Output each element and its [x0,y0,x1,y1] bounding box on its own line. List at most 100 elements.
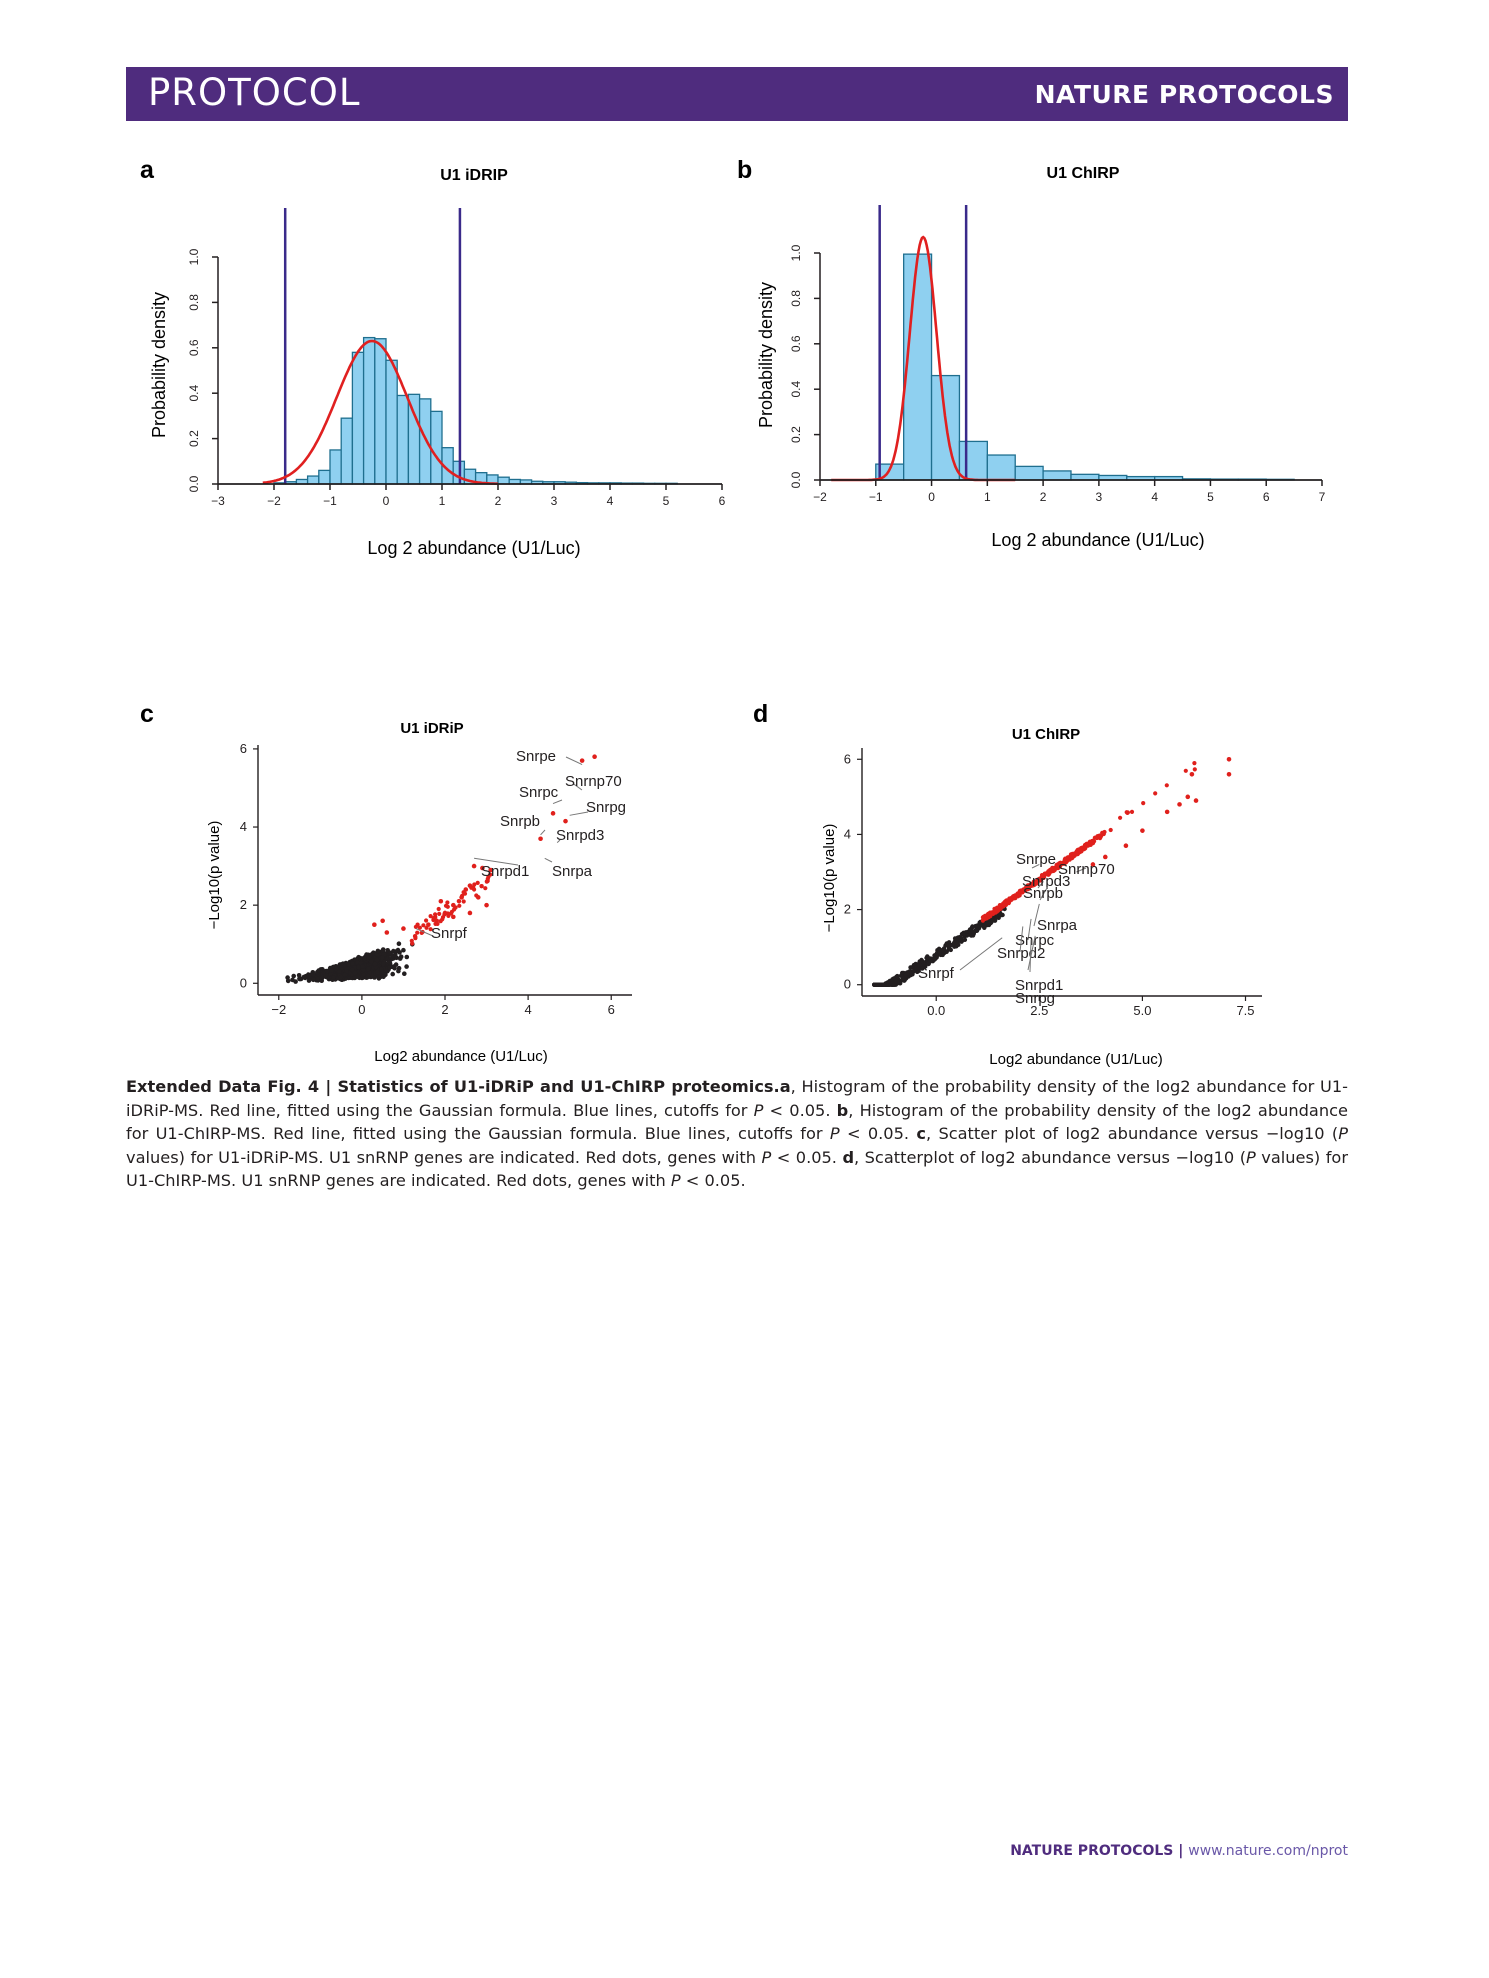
significant-point [417,925,422,930]
significant-point [1141,801,1146,806]
data-point [338,974,344,980]
label-leader-line [544,857,553,863]
data-point [920,958,925,964]
significant-point [459,895,464,900]
significant-point [1061,861,1067,866]
data-point [393,952,398,957]
histogram-bar [340,417,354,485]
data-point [366,955,372,960]
panel-letter-c: c [140,700,154,728]
data-point [381,961,386,967]
data-point [954,940,959,945]
data-point [329,968,334,973]
significant-point [384,930,390,935]
significant-point [983,916,988,921]
data-point [946,947,951,952]
histogram-bar [903,253,933,481]
data-point [362,956,368,962]
histogram-bar [1042,470,1072,481]
caption-text-a-end: < 0.05. [763,1100,837,1120]
chart-c-xlabel: Log2 abundance (U1/Luc) [374,1048,547,1065]
data-point [375,969,380,975]
significant-point [485,878,490,884]
chart-a-xlabel: Log 2 abundance (U1/Luc) [367,538,580,558]
chart-d-xlabel: Log2 abundance (U1/Luc) [989,1051,1162,1068]
x-tick-label: 7 [1319,490,1326,504]
x-tick-label: 2 [1040,490,1047,504]
data-point [404,954,410,960]
significant-point [1084,843,1089,848]
label-leader-line [569,811,589,816]
label-leader-line [1029,939,1032,973]
histogram-bar [407,393,421,485]
data-point [374,952,380,957]
caption-text-d-end: < 0.05. [680,1171,746,1190]
y-tick-label: 0.2 [789,426,803,443]
gene-label: Snrpg [586,799,626,816]
significant-point [1102,854,1108,860]
significant-point [475,880,480,886]
x-tick-label: 6 [719,494,726,508]
data-point [323,973,329,978]
label-leader-line [1027,935,1036,971]
significant-point [1077,847,1082,852]
significant-point [449,911,454,916]
significant-point [475,895,481,900]
significant-point [484,902,489,908]
data-point [374,957,380,963]
caption-text-c-end: < 0.05. [771,1147,843,1167]
data-point [355,974,361,979]
data-point [404,964,409,969]
significant-point [1090,862,1096,867]
x-tick-label: 3 [1096,490,1103,504]
gene-label: Snrpf [431,925,468,942]
significant-point [1006,900,1011,905]
significant-point [1125,810,1130,816]
caption-text-d: , Scatterplot of log2 abundance versus −… [854,1147,1247,1167]
label-leader-line [415,928,434,937]
significant-point [463,887,469,892]
significant-points [980,756,1232,923]
gene-label: Snrpg [1015,990,1055,1007]
chart-a-title: U1 iDRIP [440,167,508,184]
data-point [291,973,297,979]
footer-journal: NATURE PROTOCOLS [1010,1843,1174,1859]
significant-point [472,882,477,887]
significant-point [550,811,556,816]
data-point [381,974,386,980]
significant-point [1118,815,1123,820]
caption-label: Extended Data Fig. 4 | Statistics of U1-… [126,1077,780,1096]
y-tick-label: 2 [844,902,851,917]
significant-point [992,908,997,913]
significant-point [436,906,441,912]
gene-label: Snrpd2 [997,945,1045,962]
significant-point [401,926,406,931]
histogram-bar [418,398,432,485]
caption-text-b: , Histogram of the probability density o… [126,1100,1348,1144]
label-leader-line [573,783,583,791]
significant-point [1226,756,1232,762]
gene-label: Snrpc [1015,932,1055,949]
significant-point [1058,860,1063,865]
significant-point [1026,886,1031,891]
caption-text-b-end: < 0.05. [839,1124,917,1143]
significant-point [372,922,377,927]
y-tick-label: 6 [844,751,851,766]
significant-point [483,886,488,891]
data-point [349,967,355,973]
significant-point [1066,855,1071,860]
data-point [379,966,384,972]
y-tick-label: 0 [844,977,851,992]
significant-point [431,916,436,921]
significant-point [1095,834,1100,840]
figure-caption: Extended Data Fig. 4 | Statistics of U1-… [126,1075,1348,1193]
data-point [990,917,995,923]
significant-point [1185,794,1191,800]
data-point [961,932,966,937]
data-point [392,966,397,971]
panel-d: d U1 ChIRP 0.0 2.5 5.0 7.50246SnrpeSnrnp70S… [753,700,1262,1068]
footer-url[interactable]: www.nature.com/nprot [1188,1843,1348,1859]
data-point [372,961,378,967]
significant-point [1192,761,1197,766]
